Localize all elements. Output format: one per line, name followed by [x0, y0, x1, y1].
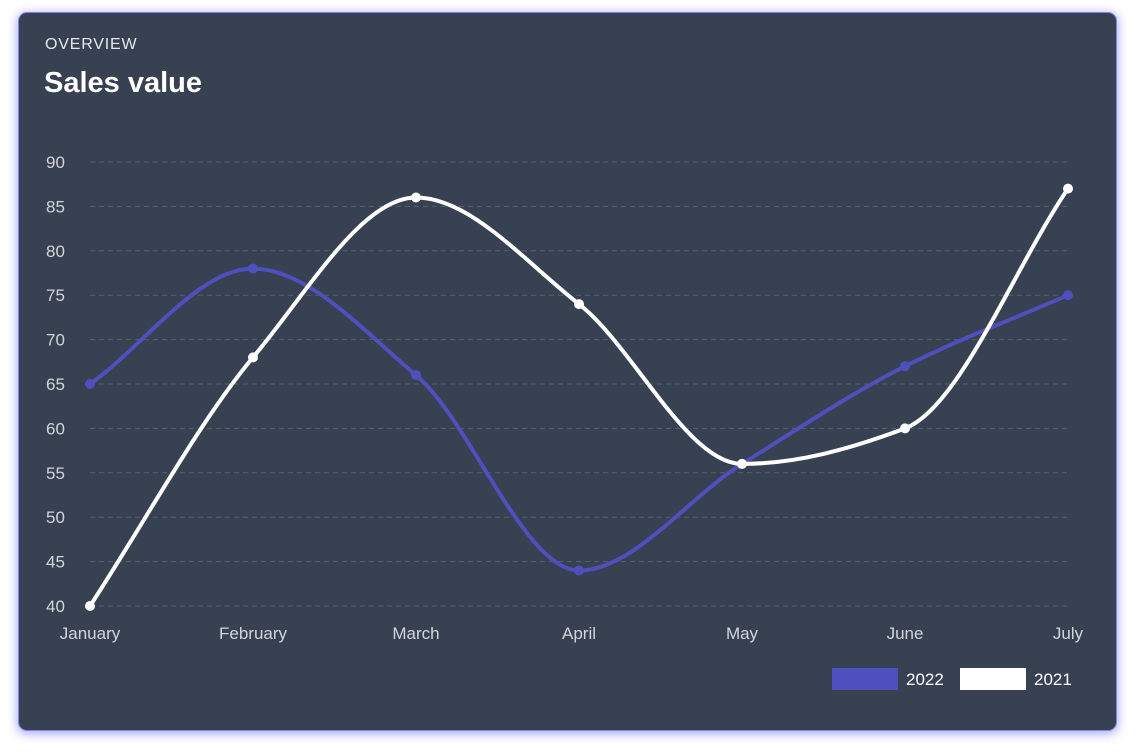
x-tick-label: May: [726, 624, 759, 643]
y-tick-label: 85: [46, 197, 65, 216]
chart-card: OVERVIEW Sales value 40 45 50 55 60 65 70 75 80 8…: [19, 13, 1116, 730]
data-point-2021: [248, 352, 258, 363]
data-point-2021: [1063, 183, 1073, 194]
legend-label-2022[interactable]: 2022: [906, 670, 944, 689]
y-tick-label: 50: [46, 508, 65, 527]
y-tick-label: 70: [46, 331, 65, 350]
x-axis: January February March April May June July: [60, 624, 1084, 643]
y-tick-label: 75: [46, 286, 65, 305]
grid-lines: [90, 161, 1068, 607]
legend-swatch-2022[interactable]: [832, 668, 898, 690]
x-tick-label: June: [887, 624, 924, 643]
legend-swatch-2021[interactable]: [960, 668, 1026, 690]
data-point-2021: [900, 423, 910, 434]
y-tick-label: 80: [46, 242, 65, 261]
x-tick-label: January: [60, 624, 121, 643]
data-point-2022: [574, 565, 584, 576]
data-point-2022: [248, 263, 258, 274]
x-tick-label: April: [562, 624, 596, 643]
x-tick-label: February: [219, 624, 288, 643]
data-point-2021: [411, 192, 421, 203]
y-tick-label: 65: [46, 375, 65, 394]
data-point-2022: [85, 379, 95, 389]
data-point-2022: [900, 361, 910, 372]
legend[interactable]: 2021 2022: [832, 668, 1072, 690]
y-tick-label: 90: [46, 153, 65, 172]
y-axis: 40 45 50 55 60 65 70 75 80 85 90: [46, 153, 65, 616]
x-tick-label: March: [392, 624, 439, 643]
data-point-2021: [737, 458, 747, 469]
y-tick-label: 45: [46, 553, 65, 572]
y-tick-label: 40: [46, 597, 65, 616]
data-point-2022: [411, 370, 421, 381]
series-lines: [85, 183, 1073, 611]
chart-title: Sales value: [44, 67, 202, 99]
x-tick-label: July: [1053, 624, 1084, 643]
legend-label-2021[interactable]: 2021: [1034, 670, 1072, 689]
data-point-2022: [1063, 290, 1073, 301]
y-tick-label: 60: [46, 419, 65, 438]
data-point-2021: [574, 299, 584, 310]
data-point-2021: [85, 601, 95, 611]
card-eyebrow: OVERVIEW: [45, 36, 138, 53]
sales-line-chart: 40 45 50 55 60 65 70 75 80 85 90 January February Ma…: [46, 153, 1084, 690]
y-tick-label: 55: [46, 464, 65, 483]
